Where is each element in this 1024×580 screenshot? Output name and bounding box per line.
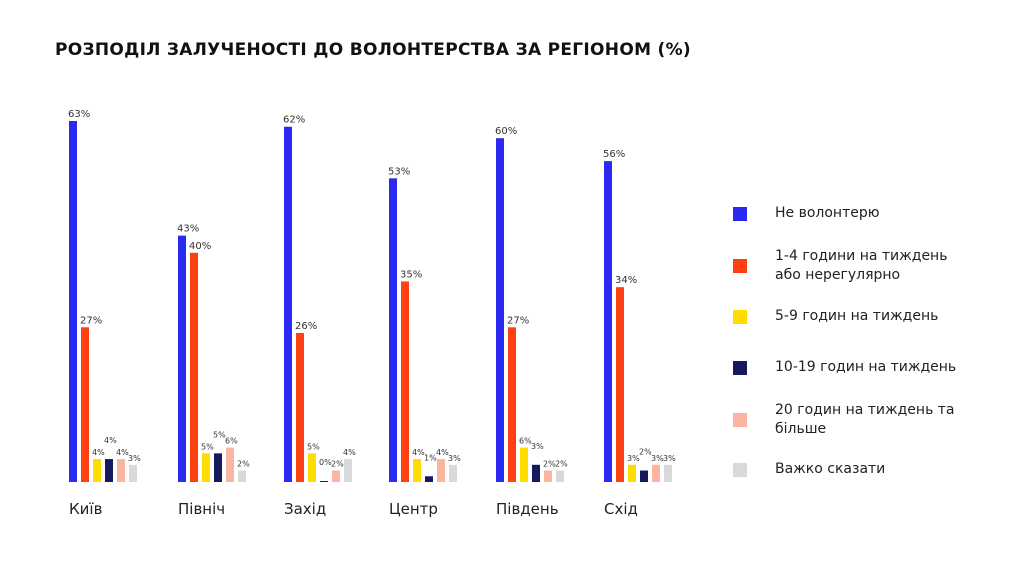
bar-0-1 xyxy=(81,327,89,482)
bar-4-0 xyxy=(496,138,504,482)
bar-5-5 xyxy=(664,464,672,482)
legend-swatch xyxy=(733,413,747,427)
bar-1-4 xyxy=(226,447,234,482)
bar-0-5 xyxy=(129,464,137,482)
data-label: 3% xyxy=(627,454,640,463)
bar-1-1 xyxy=(190,252,198,482)
bar-0-0 xyxy=(69,121,77,482)
bar-1-3 xyxy=(214,453,222,482)
bar-5-3 xyxy=(640,470,648,482)
data-label: 26% xyxy=(295,321,317,332)
legend-swatch xyxy=(733,206,747,221)
bar-0-3 xyxy=(105,459,113,482)
legend-swatch xyxy=(733,360,747,375)
category-label: Північ xyxy=(178,500,225,518)
legend-label: Не волонтерю xyxy=(775,205,880,221)
category-label: Київ xyxy=(69,500,102,518)
legend-item: 5-9 годин на тиждень xyxy=(733,307,938,326)
data-label: 3% xyxy=(663,454,676,463)
bar-5-0 xyxy=(604,161,612,482)
data-label: 43% xyxy=(177,224,199,235)
data-label: 4% xyxy=(412,448,425,457)
legend-item: 1-4 години на тиждень або нерегулярно xyxy=(733,247,975,285)
bar-3-3 xyxy=(425,476,433,482)
data-label: 5% xyxy=(201,442,214,451)
legend-label: 1-4 години на тиждень або нерегулярно xyxy=(775,248,948,283)
bar-4-1 xyxy=(508,327,516,482)
legend-label: 5-9 годин на тиждень xyxy=(775,308,939,324)
data-label: 0% xyxy=(319,458,332,467)
category-label: Південь xyxy=(496,500,559,518)
category-label: Захід xyxy=(284,500,326,518)
bar-1-5 xyxy=(238,470,246,482)
data-label: 3% xyxy=(128,454,141,463)
data-label: 63% xyxy=(68,109,90,120)
bar-2-3 xyxy=(320,481,328,482)
data-label: 53% xyxy=(388,166,410,177)
data-label: 62% xyxy=(283,115,305,126)
bar-3-0 xyxy=(389,178,397,482)
data-label: 2% xyxy=(555,460,568,469)
data-label: 5% xyxy=(213,430,226,439)
bar-1-0 xyxy=(178,235,186,482)
bar-4-4 xyxy=(544,470,552,482)
data-label: 2% xyxy=(331,460,344,469)
bar-0-2 xyxy=(93,459,101,482)
legend-label: Важко сказати xyxy=(775,461,886,477)
data-label: 3% xyxy=(531,442,544,451)
legend-label: 10-19 годин на тиждень xyxy=(775,359,957,375)
data-label: 3% xyxy=(651,454,664,463)
bar-2-1 xyxy=(296,333,304,482)
bar-2-2 xyxy=(308,453,316,482)
legend-swatch xyxy=(733,462,747,477)
bar-3-5 xyxy=(449,464,457,482)
bar-3-1 xyxy=(401,281,409,482)
data-label: 2% xyxy=(237,460,250,469)
legend-swatch xyxy=(733,259,747,273)
data-label: 27% xyxy=(80,315,102,326)
legend-label: 20 годин на тиждень та більше xyxy=(775,402,955,437)
legend-item: 20 годин на тиждень та більше xyxy=(733,401,975,439)
data-label: 34% xyxy=(615,275,637,286)
bar-5-2 xyxy=(628,464,636,482)
data-label: 1% xyxy=(424,453,437,462)
legend-item: Важко сказати xyxy=(733,460,885,479)
chart-title: РОЗПОДІЛ ЗАЛУЧЕНОСТІ ДО ВОЛОНТЕРСТВА ЗА … xyxy=(55,40,691,60)
data-label: 4% xyxy=(116,448,129,457)
data-label: 2% xyxy=(543,460,556,469)
data-label: 56% xyxy=(603,149,625,160)
data-label: 40% xyxy=(189,241,211,252)
data-label: 27% xyxy=(507,315,529,326)
data-label: 5% xyxy=(307,442,320,451)
data-label: 4% xyxy=(104,436,117,445)
bar-3-4 xyxy=(437,459,445,482)
bar-2-0 xyxy=(284,126,292,483)
legend-item: Не волонтерю xyxy=(733,204,880,223)
data-label: 2% xyxy=(639,448,652,457)
data-label: 3% xyxy=(448,454,461,463)
category-label: Центр xyxy=(389,500,438,518)
data-label: 6% xyxy=(225,437,238,446)
data-label: 6% xyxy=(519,437,532,446)
legend-swatch xyxy=(733,309,747,324)
bar-5-1 xyxy=(616,287,624,482)
data-label: 60% xyxy=(495,126,517,137)
category-label: Схід xyxy=(604,500,638,518)
bar-5-4 xyxy=(652,464,660,482)
data-label: 4% xyxy=(92,448,105,457)
legend-item: 10-19 годин на тиждень xyxy=(733,358,956,377)
data-label: 4% xyxy=(436,448,449,457)
bar-4-5 xyxy=(556,470,564,482)
data-label: 4% xyxy=(343,448,356,457)
bar-2-4 xyxy=(332,470,340,482)
bar-1-2 xyxy=(202,453,210,482)
bar-4-2 xyxy=(520,447,528,482)
bar-4-3 xyxy=(532,464,540,482)
bar-2-5 xyxy=(344,459,352,482)
bar-3-2 xyxy=(413,459,421,482)
bar-0-4 xyxy=(117,459,125,482)
data-label: 35% xyxy=(400,269,422,280)
